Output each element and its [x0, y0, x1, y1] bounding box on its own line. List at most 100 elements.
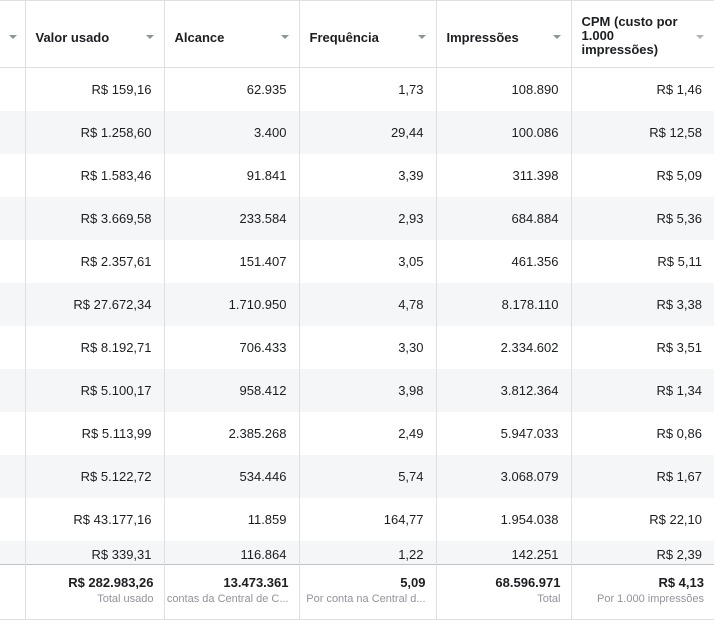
row-gap-cell — [0, 497, 26, 541]
total-caption: Total usado — [97, 593, 154, 605]
column-label: Alcance — [174, 30, 225, 45]
table-row[interactable]: R$ 8.192,71 706.433 3,30 2.334.602 R$ 3,51 — [0, 325, 714, 369]
row-gap-cell — [0, 196, 26, 240]
column-header-frequencia[interactable]: Frequência — [299, 0, 437, 68]
cell-valor: R$ 5.122,72 — [25, 454, 165, 498]
table-row[interactable]: R$ 2.357,61 151.407 3,05 461.356 R$ 5,11 — [0, 239, 714, 283]
table-row[interactable]: R$ 1.583,46 91.841 3,39 311.398 R$ 5,09 — [0, 153, 714, 197]
cell-valor: R$ 5.113,99 — [25, 411, 165, 455]
column-header-cpm[interactable]: CPM (custo por 1.000 impressões) — [571, 0, 714, 68]
table-row[interactable]: R$ 43.177,16 11.859 164,77 1.954.038 R$ 22,1… — [0, 497, 714, 541]
table-row[interactable]: R$ 3.669,58 233.584 2,93 684.884 R$ 5,36 — [0, 196, 714, 240]
chevron-down-icon[interactable] — [417, 35, 426, 39]
cell-frequencia: 5,74 — [299, 454, 437, 498]
cell-valor: R$ 43.177,16 — [25, 497, 165, 541]
cell-impressoes: 3.812.364 — [436, 368, 572, 412]
table-row[interactable]: R$ 1.258,60 3.400 29,44 100.086 R$ 12,58 — [0, 110, 714, 154]
column-label: CPM (custo por 1.000 impressões) — [581, 14, 678, 57]
total-caption: contas da Central de C... — [166, 593, 289, 605]
cell-cpm: R$ 3,51 — [656, 339, 702, 355]
cell-frequencia: 3,05 — [299, 239, 437, 283]
cell-cpm: R$ 2,39 — [571, 540, 714, 565]
column-header-alcance[interactable]: Alcance — [164, 0, 300, 68]
column-header-valor-usado[interactable]: Valor usado — [25, 0, 165, 68]
cell-frequencia: 1,73 — [299, 67, 437, 111]
total-value: 68.596.971 — [495, 575, 561, 590]
row-gap-cell — [0, 67, 26, 111]
cell-impressoes: 2.334.602 — [436, 325, 572, 369]
cell-alcance: 91.841 — [164, 153, 300, 197]
total-cell-impressoes: 68.596.971 Total — [436, 564, 572, 623]
cell-valor: R$ 27.672,34 — [25, 282, 165, 326]
cell-impressoes: 1.954.038 — [436, 497, 572, 541]
page-background — [0, 620, 714, 635]
cell-cpm: R$ 0,86 — [656, 425, 702, 441]
total-value: 5,09 — [400, 575, 426, 590]
cell-alcance: 11.859 — [164, 497, 300, 541]
cell-alcance: 2.385.268 — [164, 411, 300, 455]
cell-valor: R$ 8.192,71 — [25, 325, 165, 369]
table-row[interactable]: R$ 159,16 62.935 1,73 108.890 R$ 1,46 — [0, 67, 714, 111]
cell-frequencia: 3,39 — [299, 153, 437, 197]
total-value: 13.473.361 — [223, 575, 289, 590]
row-gap-cell — [0, 110, 26, 154]
cell-valor: R$ 5.100,17 — [25, 368, 165, 412]
totals-gap-cell — [0, 564, 26, 623]
table-row[interactable]: R$ 5.122,72 534.446 5,74 3.068.079 R$ 1,67 — [0, 454, 714, 498]
table-row[interactable]: R$ 27.672,34 1.710.950 4,78 8.178.110 R$ 3,3… — [0, 282, 714, 326]
total-caption: Total — [537, 593, 561, 605]
cell-impressoes: 684.884 — [436, 196, 572, 240]
table-row[interactable]: R$ 339,31 116.864 1,22 142.251 R$ 2,39 — [0, 540, 714, 565]
column-header-partial[interactable] — [0, 0, 26, 68]
cell-cpm: R$ 12,58 — [571, 110, 714, 154]
cell-cpm: R$ 1,34 — [571, 368, 714, 412]
column-header-impressoes[interactable]: Impressões — [436, 0, 572, 68]
chevron-down-icon[interactable] — [280, 35, 289, 39]
cell-cpm: R$ 22,10 — [649, 511, 702, 527]
cell-valor: R$ 1.258,60 — [25, 110, 165, 154]
cell-frequencia: 2,93 — [299, 196, 437, 240]
cell-alcance: 233.584 — [164, 196, 300, 240]
cell-valor: R$ 1.583,46 — [25, 153, 165, 197]
table-row[interactable]: R$ 5.113,99 2.385.268 2,49 5.947.033 R$ 0,86 — [0, 411, 714, 455]
cell-alcance: 706.433 — [164, 325, 300, 369]
chevron-down-icon[interactable] — [552, 35, 561, 39]
table-row[interactable]: R$ 5.100,17 958.412 3,98 3.812.364 R$ 1,34 — [0, 368, 714, 412]
cell-valor: R$ 2.357,61 — [25, 239, 165, 283]
cell-alcance: 151.407 — [164, 239, 300, 283]
row-gap-cell — [0, 540, 26, 565]
row-gap-cell — [0, 239, 26, 283]
table-bottom-divider — [0, 619, 714, 620]
column-label: Frequência — [309, 30, 379, 45]
cell-alcance: 534.446 — [164, 454, 300, 498]
cell-frequencia: 1,22 — [299, 540, 437, 565]
cell-valor: R$ 3.669,58 — [25, 196, 165, 240]
cell-valor: R$ 159,16 — [25, 67, 165, 111]
column-label: Valor usado — [35, 30, 110, 45]
cell-frequencia: 29,44 — [299, 110, 437, 154]
cell-frequencia: 4,78 — [299, 282, 437, 326]
cell-valor: R$ 339,31 — [25, 540, 165, 565]
cell-impressoes: 108.890 — [436, 67, 572, 111]
cell-cpm: R$ 1,46 — [656, 81, 702, 97]
row-gap-cell — [0, 325, 26, 369]
total-cell-valor: R$ 282.983,26 Total usado — [25, 564, 165, 623]
cell-impressoes: 311.398 — [436, 153, 572, 197]
cell-cpm: R$ 1,67 — [571, 454, 714, 498]
row-gap-cell — [0, 153, 26, 197]
cell-frequencia: 3,30 — [299, 325, 437, 369]
total-cell-alcance: 13.473.361 contas da Central de C... — [164, 564, 300, 623]
chevron-down-icon[interactable] — [696, 35, 704, 39]
chevron-down-icon[interactable] — [8, 35, 17, 39]
total-cell-cpm: R$ 4,13 Por 1.000 impressões — [571, 564, 714, 623]
cell-cpm: R$ 5,36 — [571, 196, 714, 240]
header-row: Valor usado Alcance Frequência Impressõe… — [0, 0, 714, 68]
column-label: Impressões — [446, 30, 519, 45]
total-caption: Por conta na Central d... — [306, 593, 426, 605]
chevron-down-icon[interactable] — [145, 35, 154, 39]
cell-alcance: 1.710.950 — [164, 282, 300, 326]
cell-alcance: 62.935 — [164, 67, 300, 111]
cell-cpm: R$ 3,38 — [571, 282, 714, 326]
